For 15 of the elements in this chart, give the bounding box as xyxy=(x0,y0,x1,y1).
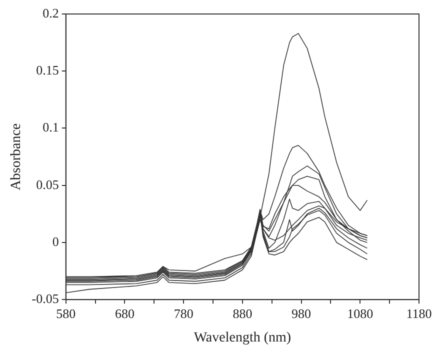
x-tick-label: 680 xyxy=(114,306,134,321)
y-tick-label: 0.05 xyxy=(36,176,59,192)
x-tick-label: 1180 xyxy=(406,306,432,321)
y-tick-label: 0.15 xyxy=(36,62,59,78)
y-tick-label: -0.05 xyxy=(32,291,59,306)
x-axis-title: Wavelength (nm) xyxy=(194,330,292,346)
y-tick-label: 0.1 xyxy=(42,120,59,135)
y-tick-label: 0 xyxy=(52,234,59,249)
y-axis-title: Absorbance xyxy=(9,123,24,190)
x-tick-label: 880 xyxy=(232,306,252,321)
x-tick-label: 780 xyxy=(174,306,194,321)
x-tick-label: 1080 xyxy=(347,306,374,321)
x-tick-label: 980 xyxy=(292,306,312,321)
y-tick-label: 0.2 xyxy=(42,5,59,20)
x-tick-label: 580 xyxy=(56,306,76,321)
